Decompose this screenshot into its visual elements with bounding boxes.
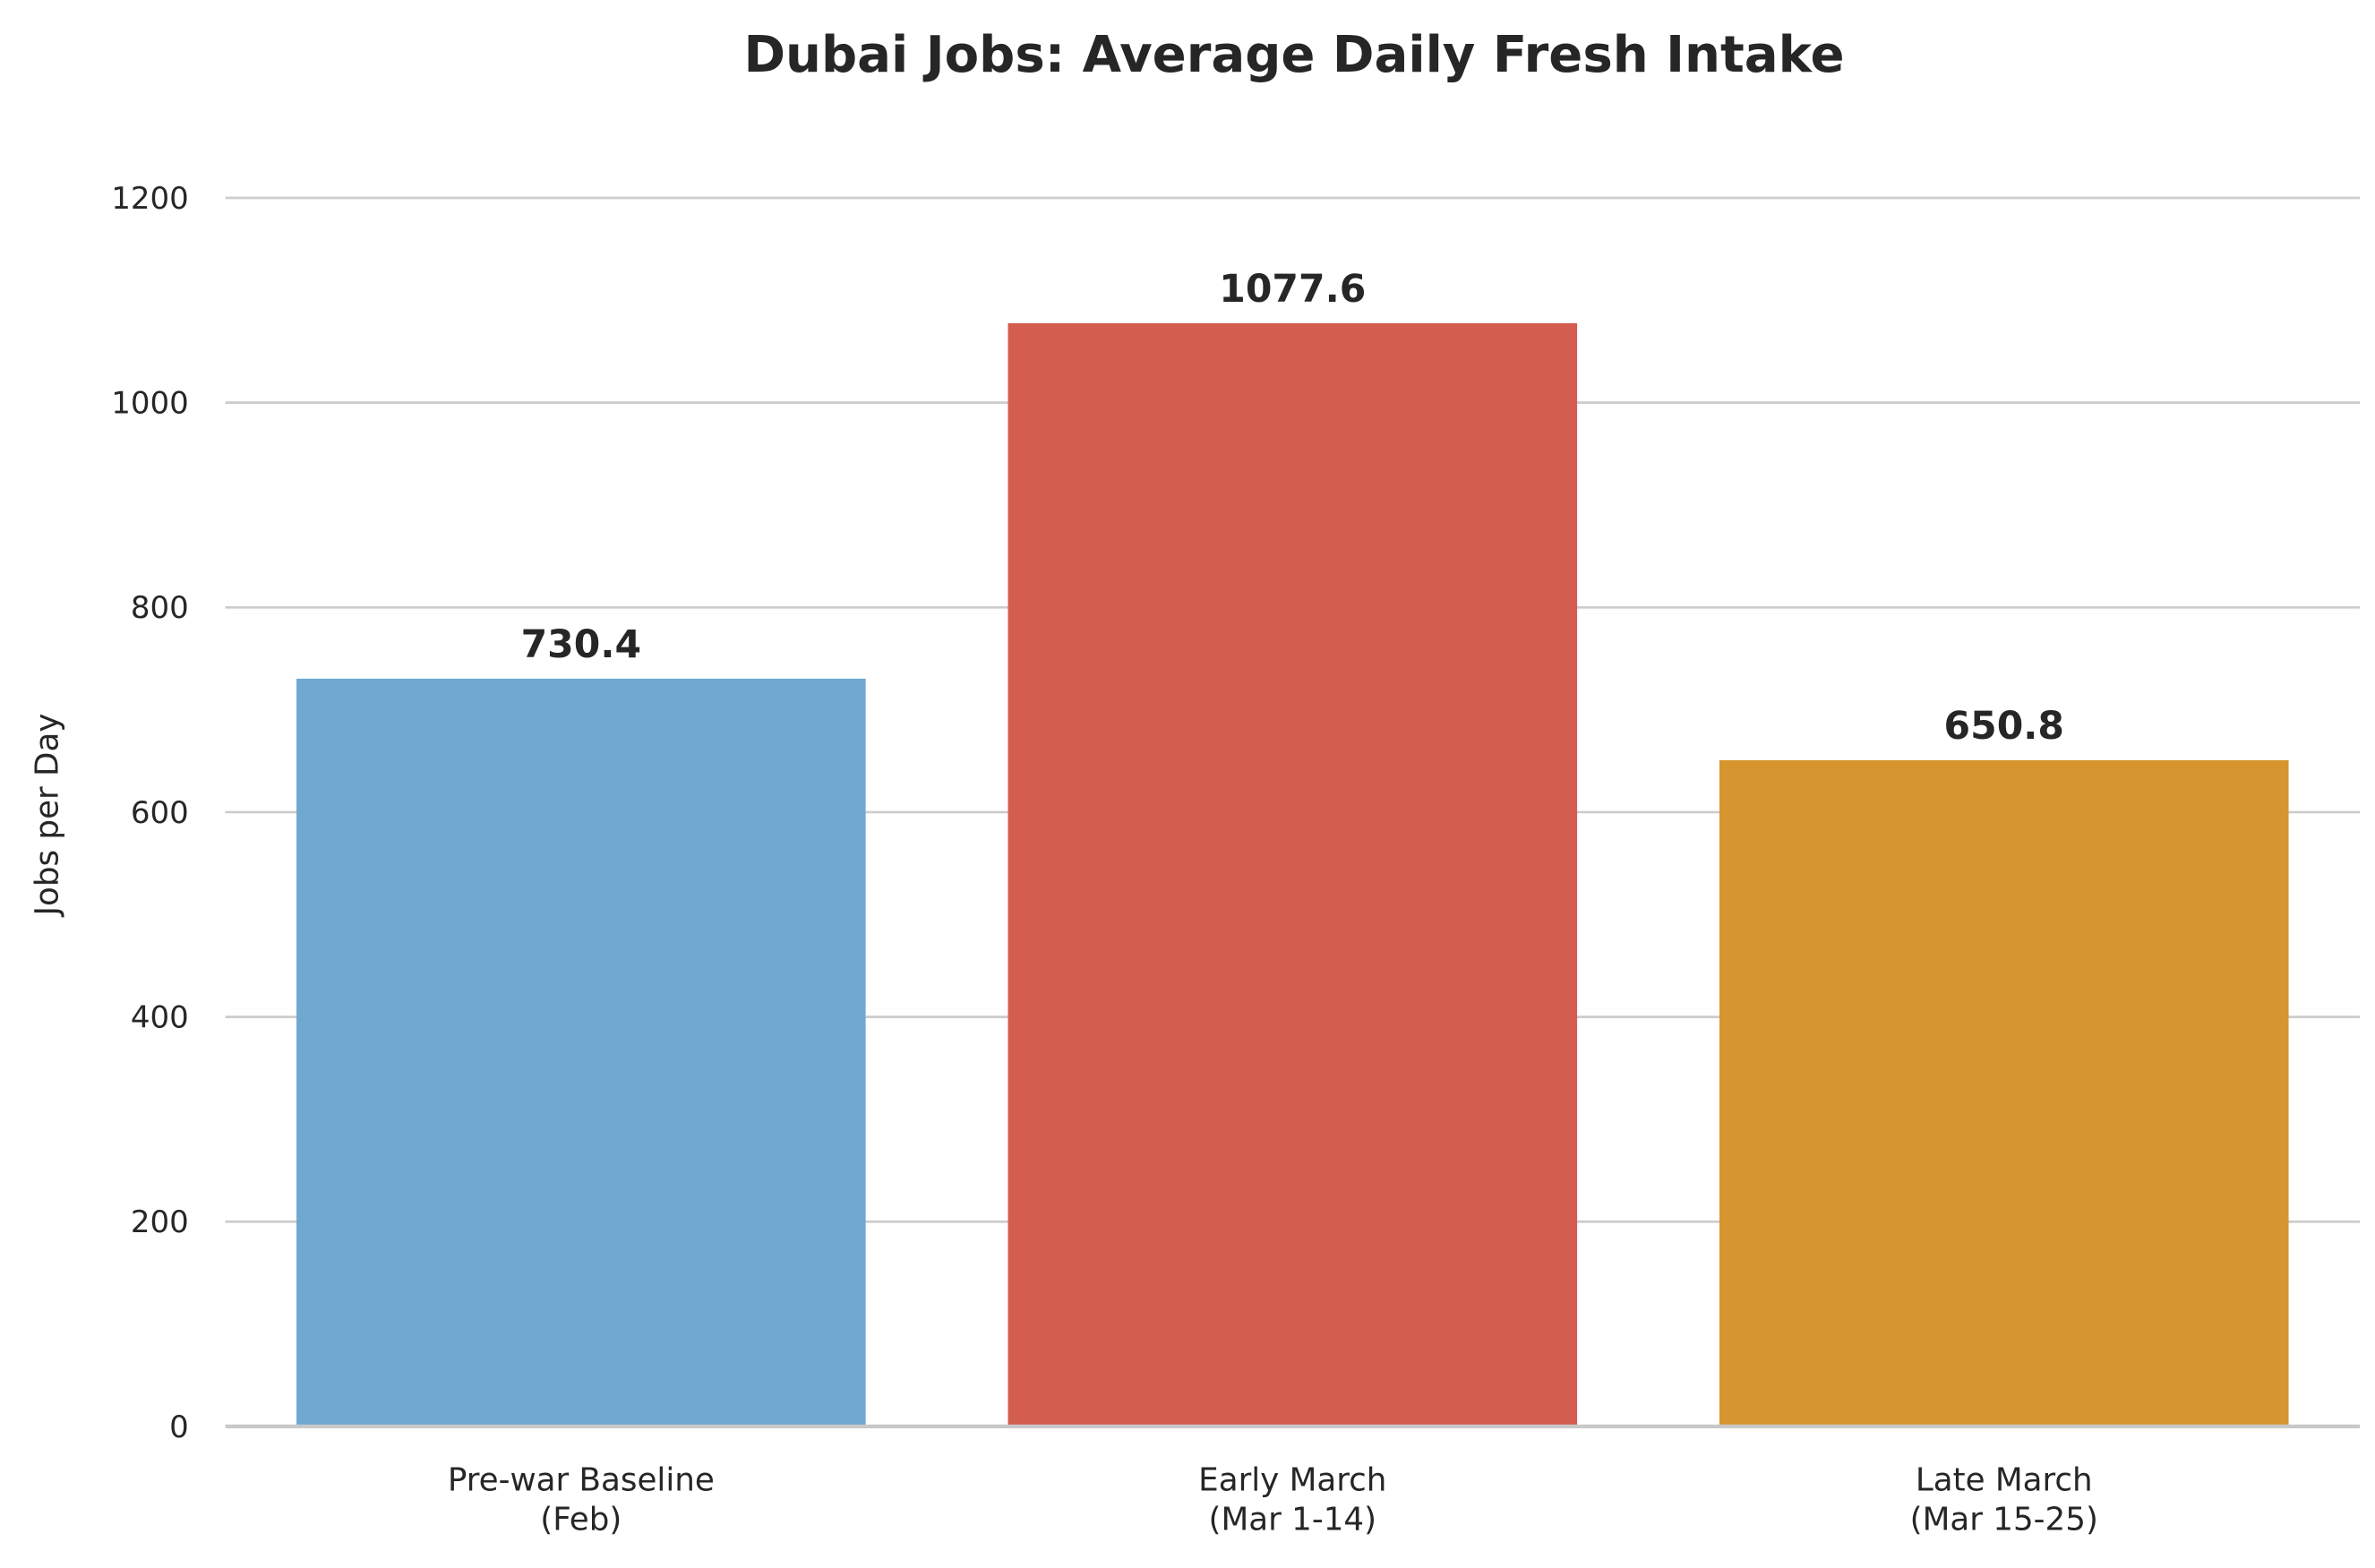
y-tick-label: 1000: [111, 386, 189, 422]
y-axis-ticks: 0 200 400 600 800 1000 1200: [111, 181, 189, 1445]
y-tick-label: 200: [131, 1204, 189, 1240]
x-tick-label: Late March: [1916, 1461, 2093, 1498]
bar: [296, 678, 866, 1427]
bar-value-label: 650.8: [1944, 705, 2064, 749]
bar: [1719, 759, 2289, 1427]
y-tick-label: 1200: [111, 181, 189, 217]
y-tick-label: 600: [131, 795, 189, 831]
x-axis-labels: Pre-war Baseline(Feb) Early March(Mar 1-1…: [448, 1461, 2098, 1538]
x-tick-label: (Mar 1-14): [1209, 1501, 1377, 1538]
bar-value-label: 1077.6: [1219, 268, 1366, 312]
bar-value-label: 730.4: [521, 623, 641, 667]
y-tick-label: 400: [131, 999, 189, 1035]
chart-title: Dubai Jobs: Average Daily Fresh Intake: [743, 26, 1844, 84]
x-tick-label: (Feb): [540, 1501, 622, 1538]
y-tick-label: 0: [169, 1409, 189, 1445]
x-tick-label: Early March: [1198, 1461, 1386, 1498]
x-tick-label: (Mar 15-25): [1910, 1501, 2098, 1538]
bars: 730.4 1077.6 650.8: [296, 268, 2289, 1427]
y-axis-label: Jobs per Day: [30, 713, 66, 917]
bar: [1007, 322, 1578, 1427]
x-tick-label: Pre-war Baseline: [448, 1461, 715, 1498]
y-tick-label: 800: [131, 590, 189, 626]
